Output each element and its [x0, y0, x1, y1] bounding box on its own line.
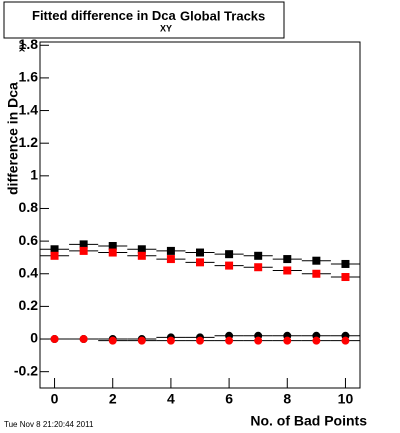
timestamp: Tue Nov 8 21:20:44 2011 — [4, 420, 94, 429]
y-axis-label: difference in Dca — [5, 82, 21, 195]
marker — [225, 261, 234, 270]
marker — [50, 245, 59, 254]
title-box — [3, 1, 285, 39]
marker — [254, 263, 263, 272]
x-tick-label: 6 — [225, 391, 233, 407]
chart-title: Fitted difference in Dca — [32, 8, 177, 23]
marker — [166, 246, 175, 255]
marker — [50, 251, 59, 260]
marker — [254, 336, 263, 345]
x-tick-label: 2 — [109, 391, 117, 407]
marker — [341, 336, 350, 345]
plot-frame — [39, 41, 361, 389]
marker — [225, 250, 234, 259]
marker — [312, 336, 321, 345]
marker — [341, 273, 350, 282]
marker — [341, 259, 350, 268]
marker — [50, 335, 59, 344]
marker — [283, 336, 292, 345]
marker — [225, 336, 234, 345]
marker — [196, 336, 204, 345]
marker — [108, 248, 117, 257]
title-sub: XY — [160, 23, 172, 33]
y-tick-label: 1.6 — [19, 69, 39, 85]
x-tick-label: 10 — [338, 391, 354, 407]
marker — [137, 336, 146, 345]
marker — [79, 246, 88, 255]
y-tick-label: 0.4 — [19, 264, 39, 280]
marker — [196, 248, 204, 257]
marker — [254, 251, 263, 260]
marker — [166, 255, 175, 264]
marker — [283, 255, 292, 264]
marker — [108, 242, 117, 251]
y-tick-label: 0 — [30, 330, 38, 346]
marker — [108, 336, 117, 345]
marker — [312, 256, 321, 265]
marker — [137, 251, 146, 260]
y-tick-label: 0.8 — [19, 199, 39, 215]
x-axis-label: No. of Bad Points — [250, 413, 367, 429]
y-axis-label-sub: xy — [16, 42, 26, 52]
y-tick-label: 1.8 — [19, 36, 39, 52]
title-end: Global Tracks — [180, 8, 265, 23]
marker — [137, 245, 146, 254]
x-tick-label: 0 — [51, 391, 59, 407]
y-tick-label: 1.2 — [19, 134, 39, 150]
x-tick-label: 4 — [167, 391, 175, 407]
x-tick-label: 8 — [283, 391, 291, 407]
y-tick-label: 0.6 — [19, 232, 39, 248]
y-tick-label: 1 — [30, 167, 38, 183]
title-main: Fitted difference in Dca — [32, 8, 177, 23]
marker — [312, 269, 321, 278]
marker — [79, 240, 88, 249]
marker — [196, 258, 204, 267]
y-tick-label: -0.2 — [14, 362, 38, 378]
marker — [283, 266, 292, 275]
marker — [79, 335, 88, 344]
y-tick-label: 1.4 — [19, 101, 39, 117]
marker — [166, 336, 175, 345]
y-tick-label: 0.2 — [19, 297, 39, 313]
